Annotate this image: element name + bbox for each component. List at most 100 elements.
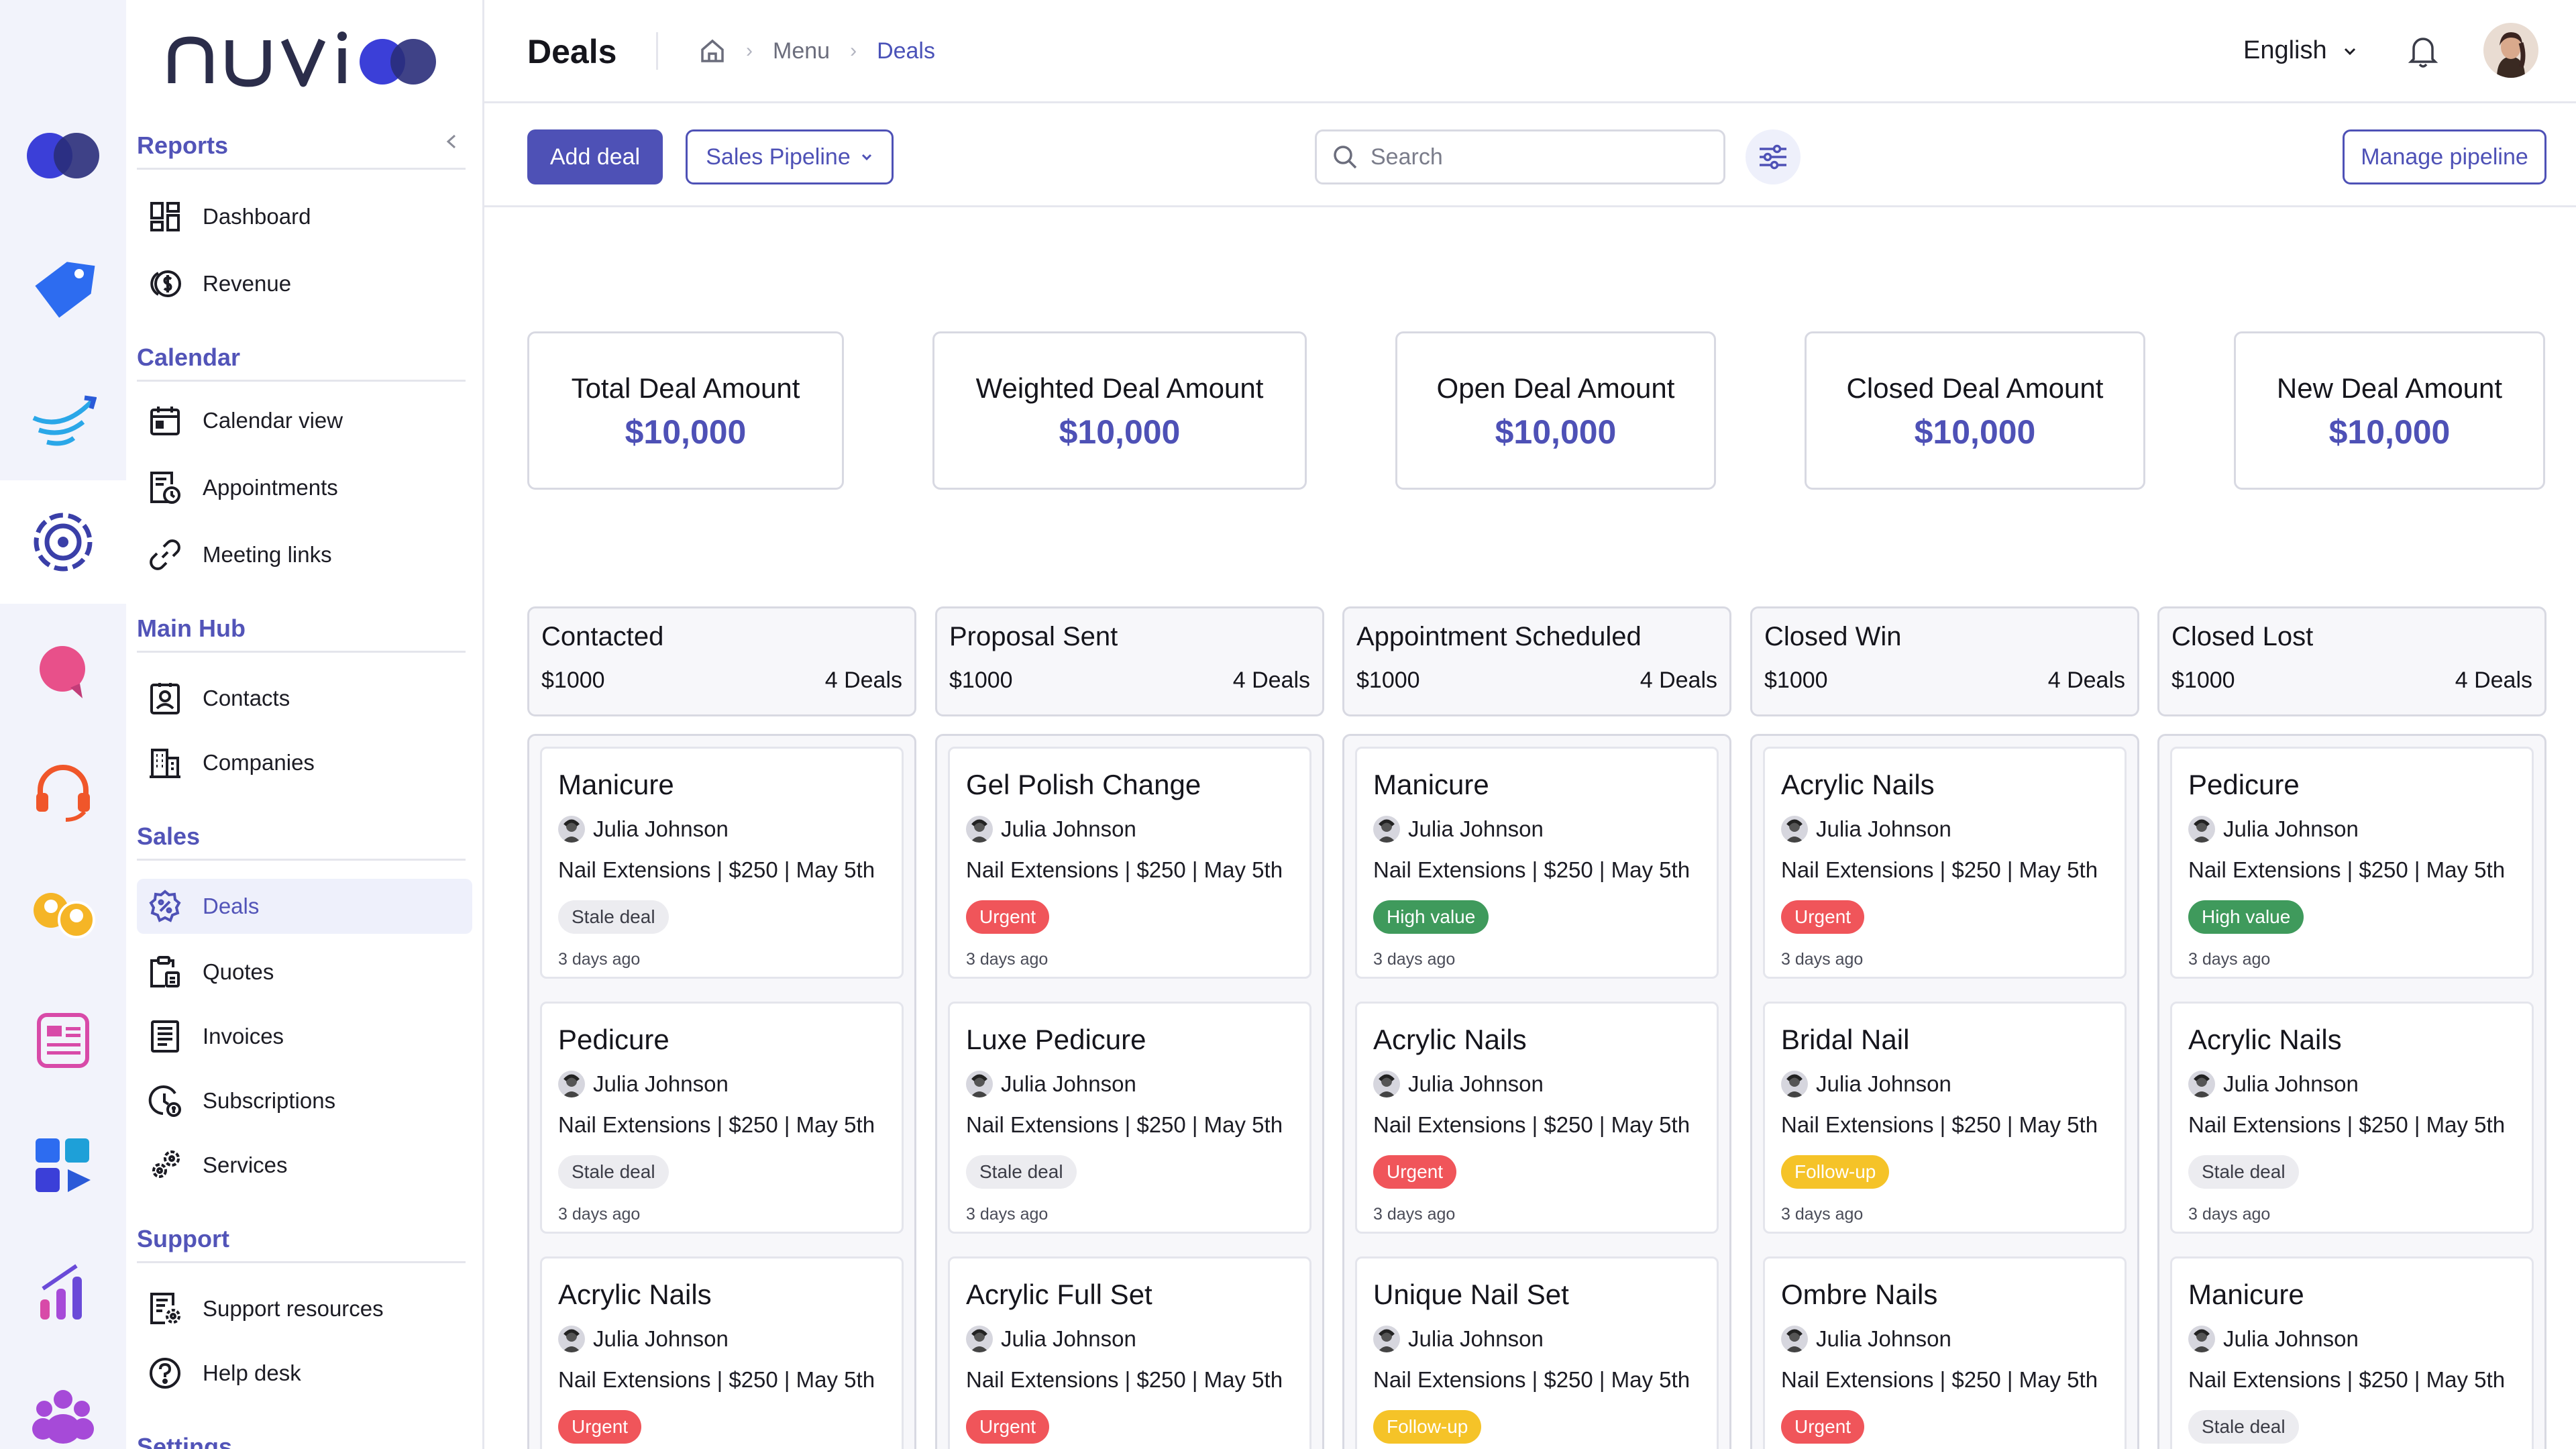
rail-brand[interactable]: [0, 94, 126, 217]
sidebar-item-invoices[interactable]: Invoices: [137, 1009, 472, 1064]
owner-avatar-icon: [2188, 1071, 2215, 1097]
stat-weighted-deal-amount: Weighted Deal Amount $10,000: [932, 331, 1307, 490]
deal-status-badge: Follow-up: [1781, 1155, 1890, 1189]
deal-card[interactable]: Manicure Julia Johnson Nail Extensions | $…: [1355, 747, 1719, 979]
deal-owner: Julia Johnson: [966, 1071, 1136, 1097]
app-logo[interactable]: [166, 30, 448, 93]
deal-card[interactable]: Manicure Julia Johnson Nail Extensions | $…: [2170, 1256, 2534, 1449]
page-title: Deals: [527, 33, 617, 70]
sidebar-item-dashboard[interactable]: Dashboard: [137, 189, 472, 244]
section-title-support: Support: [137, 1225, 466, 1263]
deal-card[interactable]: Acrylic Nails Julia Johnson Nail Extension…: [1355, 1002, 1719, 1234]
stat-label: Weighted Deal Amount: [975, 372, 1264, 404]
deal-card[interactable]: Acrylic Nails Julia Johnson Nail Extension…: [1763, 747, 2127, 979]
deal-timestamp: 3 days ago: [2188, 950, 2271, 969]
sidebar-item-revenue[interactable]: Revenue: [137, 256, 472, 311]
sidebar-item-quotes[interactable]: Quotes: [137, 945, 472, 1000]
column-cards: Pedicure Julia Johnson Nail Extensions | $…: [2157, 734, 2546, 1449]
section-title-calendar: Calendar: [137, 343, 466, 382]
rail-tags[interactable]: [0, 228, 126, 352]
owner-name: Julia Johnson: [2223, 816, 2359, 841]
deal-status-badge: Stale deal: [558, 900, 669, 934]
language-selector[interactable]: English: [2243, 36, 2358, 65]
owner-name: Julia Johnson: [1816, 816, 1951, 841]
collapse-sidebar-icon[interactable]: [441, 131, 462, 152]
sidebar-item-deals[interactable]: Deals: [137, 879, 472, 934]
deal-card[interactable]: Luxe Pedicure Julia Johnson Nail Extension…: [948, 1002, 1311, 1234]
deal-title: Acrylic Nails: [1781, 769, 1935, 800]
stat-value: $10,000: [1495, 413, 1617, 451]
sidebar-item-contacts[interactable]: Contacts: [137, 671, 472, 726]
deal-card[interactable]: Bridal Nail Julia Johnson Nail Extensions …: [1763, 1002, 2127, 1234]
deal-card[interactable]: Manicure Julia Johnson Nail Extensions | $…: [540, 747, 904, 979]
rail-forms[interactable]: [0, 979, 126, 1103]
owner-name: Julia Johnson: [2223, 1326, 2359, 1351]
column-header: Contacted $1000 4 Deals: [527, 606, 916, 716]
sidebar-item-support-resources[interactable]: Support resources: [137, 1281, 472, 1336]
rail-support[interactable]: [0, 730, 126, 853]
rail-chat[interactable]: [0, 609, 126, 733]
deal-card[interactable]: Pedicure Julia Johnson Nail Extensions | $…: [2170, 747, 2534, 979]
brand-mark-icon: [27, 133, 99, 178]
rail-campaigns[interactable]: [0, 360, 126, 483]
deal-card[interactable]: Acrylic Full Set Julia Johnson Nail Extens…: [948, 1256, 1311, 1449]
deal-status-badge: Follow-up: [1373, 1410, 1482, 1444]
sales-pipeline-dropdown[interactable]: Sales Pipeline: [686, 129, 894, 184]
sidebar-item-companies[interactable]: Companies: [137, 735, 472, 790]
deal-title: Acrylic Nails: [558, 1279, 712, 1310]
deal-meta: Nail Extensions | $250 | May 5th: [2188, 1367, 2506, 1392]
manage-pipeline-button[interactable]: Manage pipeline: [2343, 129, 2546, 184]
sidebar-item-calendar-view[interactable]: Calendar view: [137, 393, 472, 448]
search-input[interactable]: [1371, 144, 1719, 170]
deal-card[interactable]: Acrylic Nails Julia Johnson Nail Extension…: [540, 1256, 904, 1449]
rail-crm[interactable]: [0, 480, 126, 604]
sidebar-item-subscriptions[interactable]: Subscriptions: [137, 1073, 472, 1128]
deal-meta: Nail Extensions | $250 | May 5th: [966, 1367, 1283, 1392]
deal-card[interactable]: Gel Polish Change Julia Johnson Nail Exten…: [948, 747, 1311, 979]
column-cards: Gel Polish Change Julia Johnson Nail Exten…: [935, 734, 1324, 1449]
stat-label: Closed Deal Amount: [1846, 372, 2104, 404]
app-rail: [0, 0, 126, 1449]
quotes-icon: [146, 953, 184, 991]
deal-meta: Nail Extensions | $250 | May 5th: [2188, 1112, 2506, 1137]
section-title-reports: Reports: [137, 131, 466, 170]
deal-card[interactable]: Unique Nail Set Julia Johnson Nail Extensi…: [1355, 1256, 1719, 1449]
search-box[interactable]: [1315, 129, 1725, 184]
rail-analytics[interactable]: [0, 1230, 126, 1354]
campaign-icon: [32, 395, 97, 446]
owner-avatar-icon: [558, 816, 585, 843]
rail-team[interactable]: [0, 856, 126, 979]
deal-title: Acrylic Nails: [2188, 1024, 2342, 1055]
column-header: Proposal Sent $1000 4 Deals: [935, 606, 1324, 716]
sidebar-item-help-desk[interactable]: Help desk: [137, 1346, 472, 1401]
deal-status-badge: Urgent: [1373, 1155, 1457, 1189]
add-deal-button[interactable]: Add deal: [527, 129, 663, 184]
sidebar-item-meeting-links[interactable]: Meeting links: [137, 527, 472, 582]
sidebar-item-appointments[interactable]: Appointments: [137, 460, 472, 515]
column-amount: $1000: [541, 667, 605, 693]
deal-timestamp: 3 days ago: [966, 1205, 1049, 1224]
stat-value: $10,000: [1914, 413, 2036, 451]
owner-avatar-icon: [1373, 1071, 1400, 1097]
rail-apps[interactable]: [0, 1104, 126, 1228]
contacts-icon: [146, 680, 184, 717]
filter-button[interactable]: [1746, 129, 1801, 184]
breadcrumb-current[interactable]: Deals: [877, 38, 935, 64]
section-title-main-hub: Main Hub: [137, 614, 466, 653]
sidebar-item-services[interactable]: Services: [137, 1138, 472, 1193]
deal-card[interactable]: Ombre Nails Julia Johnson Nail Extensions …: [1763, 1256, 2127, 1449]
deal-card[interactable]: Pedicure Julia Johnson Nail Extensions | $…: [540, 1002, 904, 1234]
deal-owner: Julia Johnson: [1373, 1326, 1544, 1352]
home-icon[interactable]: [699, 38, 726, 64]
toolbar: Add deal Sales Pipeline Manage pipeline: [484, 105, 2576, 207]
user-avatar[interactable]: [2483, 23, 2538, 78]
column-header: Closed Lost $1000 4 Deals: [2157, 606, 2546, 716]
deal-card[interactable]: Acrylic Nails Julia Johnson Nail Extension…: [2170, 1002, 2534, 1234]
deal-title: Acrylic Full Set: [966, 1279, 1152, 1310]
rail-community[interactable]: [0, 1355, 126, 1449]
breadcrumb-menu[interactable]: Menu: [773, 38, 830, 64]
notification-bell-icon[interactable]: [2407, 34, 2439, 68]
owner-avatar-icon: [1373, 1326, 1400, 1352]
services-icon: [146, 1146, 184, 1184]
deal-meta: Nail Extensions | $250 | May 5th: [1373, 1367, 1690, 1392]
